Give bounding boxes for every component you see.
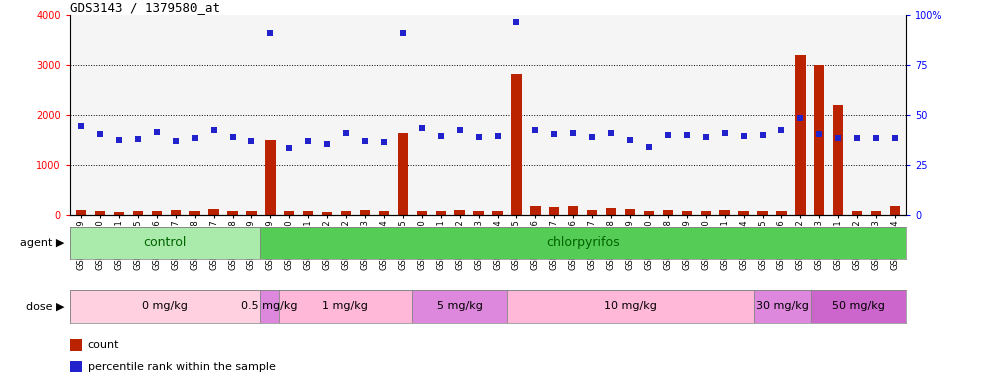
Bar <box>738 211 749 215</box>
Bar <box>624 209 635 215</box>
Bar <box>507 290 754 323</box>
Bar <box>132 211 143 215</box>
Bar <box>757 210 768 215</box>
Bar <box>151 210 162 215</box>
Bar <box>412 290 507 323</box>
Bar <box>416 211 427 215</box>
Text: 1 mg/kg: 1 mg/kg <box>323 301 369 311</box>
Bar <box>76 210 87 215</box>
Bar <box>70 227 260 259</box>
Bar <box>265 140 276 215</box>
Bar <box>549 207 560 215</box>
Text: GDS3143 / 1379580_at: GDS3143 / 1379580_at <box>70 1 220 14</box>
Bar <box>95 210 106 215</box>
Bar <box>681 211 692 215</box>
Bar <box>397 133 408 215</box>
Bar <box>260 227 906 259</box>
Bar <box>189 210 200 215</box>
Bar <box>473 211 484 215</box>
Bar <box>227 210 238 215</box>
Bar <box>776 210 787 215</box>
Text: chlorpyrifos: chlorpyrifos <box>546 237 620 249</box>
Text: 0 mg/kg: 0 mg/kg <box>141 301 187 311</box>
Bar <box>643 211 654 215</box>
Bar <box>70 290 260 323</box>
Bar <box>754 290 812 323</box>
Bar <box>284 211 295 215</box>
Bar <box>208 209 219 215</box>
Bar <box>170 210 181 215</box>
Bar <box>114 212 124 215</box>
Bar <box>587 210 598 215</box>
Text: control: control <box>143 237 186 249</box>
Bar <box>719 210 730 215</box>
Text: count: count <box>88 340 120 350</box>
Bar <box>795 55 806 215</box>
Bar <box>435 210 446 215</box>
Bar <box>246 211 257 215</box>
Bar <box>814 65 825 215</box>
Text: dose ▶: dose ▶ <box>26 301 65 311</box>
Bar <box>530 206 541 215</box>
Bar <box>454 210 465 215</box>
Bar <box>492 210 503 215</box>
Text: 5 mg/kg: 5 mg/kg <box>436 301 482 311</box>
Bar <box>889 206 900 215</box>
Bar <box>700 210 711 215</box>
Bar <box>833 105 844 215</box>
Bar <box>852 211 863 215</box>
Bar <box>260 290 279 323</box>
Text: 0.5 mg/kg: 0.5 mg/kg <box>241 301 298 311</box>
Bar <box>279 290 412 323</box>
Text: 10 mg/kg: 10 mg/kg <box>605 301 657 311</box>
Text: percentile rank within the sample: percentile rank within the sample <box>88 361 276 371</box>
Bar <box>511 74 522 215</box>
Bar <box>322 212 333 215</box>
Bar <box>360 210 371 215</box>
Bar <box>303 210 314 215</box>
Text: 30 mg/kg: 30 mg/kg <box>756 301 809 311</box>
Bar <box>341 211 352 215</box>
Text: agent ▶: agent ▶ <box>20 238 65 248</box>
Bar <box>378 210 389 215</box>
Bar <box>812 290 906 323</box>
Text: 50 mg/kg: 50 mg/kg <box>833 301 885 311</box>
Bar <box>606 208 617 215</box>
Bar <box>662 210 673 215</box>
Bar <box>568 206 579 215</box>
Bar <box>871 210 881 215</box>
